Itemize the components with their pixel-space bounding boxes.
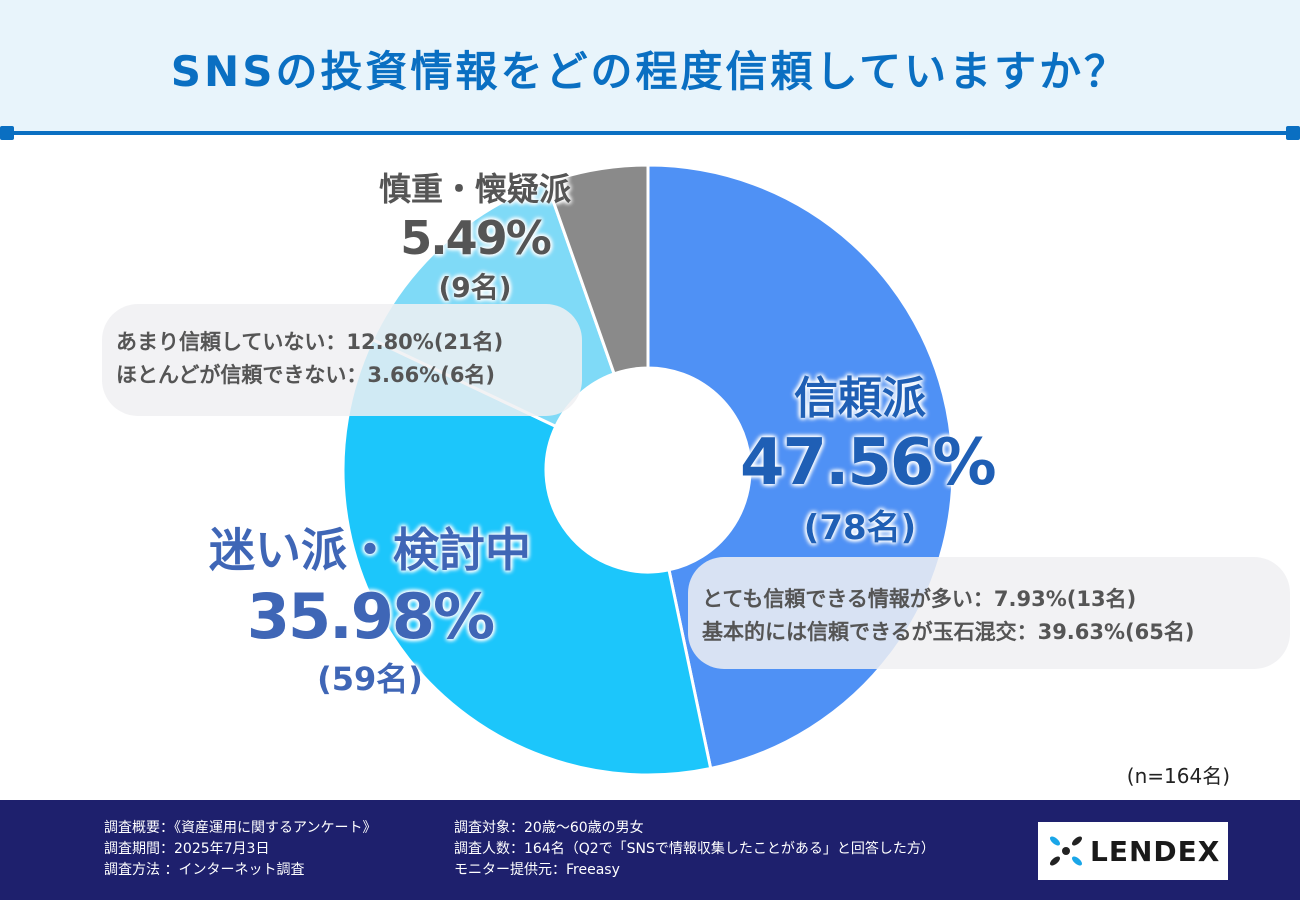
header-divider-left-cap [0,126,14,140]
footer-survey-target: 調査対象：20歳〜60歳の男女 調査人数：164名（Q2で「SNSで情報収集した… [454,818,935,881]
footer-survey-period: 調査期間：2025年7月3日 [104,841,270,857]
footer-monitor-source: モニター提供元：Freeasy [454,862,620,878]
slice-label-undecided: 迷い派・検討中 35.98% (59名) [170,514,570,700]
lendex-mark-icon [1050,836,1082,866]
slice-label-skeptical: 慎重・懐疑派 5.49% (9名) [345,164,605,306]
footer-survey-info: 調査概要：《資産運用に関するアンケート》 調査期間：2025年7月3日 調査方法… [104,818,376,881]
slice-name-undecided: 迷い派・検討中 [209,523,531,577]
detail-line-very-trust: とても信頼できる情報が多い：7.93%(13名) [702,587,1137,611]
header-divider [6,131,1294,135]
lendex-logo: LENDEX [1038,822,1228,880]
detail-line-basic-trust: 基本的には信頼できるが玉石混交：39.63%(65名) [702,620,1195,644]
detail-box-distrust: あまり信頼していない：12.80%(21名) ほとんどが信頼できない：3.66%… [102,304,582,416]
slice-skeptical [544,163,650,376]
header-divider-right-cap [1286,126,1300,140]
detail-line-hardly-trust: ほとんどが信頼できない：3.66%(6名) [116,363,496,387]
footer-survey-subjects: 調査対象：20歳〜60歳の男女 [454,820,644,836]
slice-percent-trust: 47.56% [740,426,997,500]
header-band [0,0,1300,132]
slice-count-skeptical: (9名) [438,271,512,304]
slice-name-skeptical: 慎重・懐疑派 [378,170,571,208]
slice-label-trust: 信頼派 47.56% (78名) [740,362,997,549]
slice-percent-undecided: 35.98% [246,580,495,653]
slice-undecided [341,337,713,777]
footer-survey-count: 調査人数：164名（Q2で「SNSで情報収集したことがある」と回答した方） [454,841,935,857]
detail-box-trust: とても信頼できる情報が多い：7.93%(13名) 基本的には信頼できるが玉石混交… [688,557,1290,669]
slice-count-trust: (78名) [803,508,917,548]
sample-size-label: (n=164名) [1126,764,1230,788]
slice-percent-skeptical: 5.49% [400,211,552,265]
slice-count-undecided: (59名) [317,660,423,698]
lendex-logo-text: LENDEX [1090,835,1221,868]
slice-name-trust: 信頼派 [794,373,926,424]
detail-line-not-much-trust: あまり信頼していない：12.80%(21名) [116,330,504,354]
footer-survey-method: 調査方法 ：インターネット調査 [104,862,305,878]
page-title: SNSの投資情報をどの程度信頼していますか？ [170,47,1130,96]
footer-survey-overview: 調査概要：《資産運用に関するアンケート》 [104,820,377,836]
